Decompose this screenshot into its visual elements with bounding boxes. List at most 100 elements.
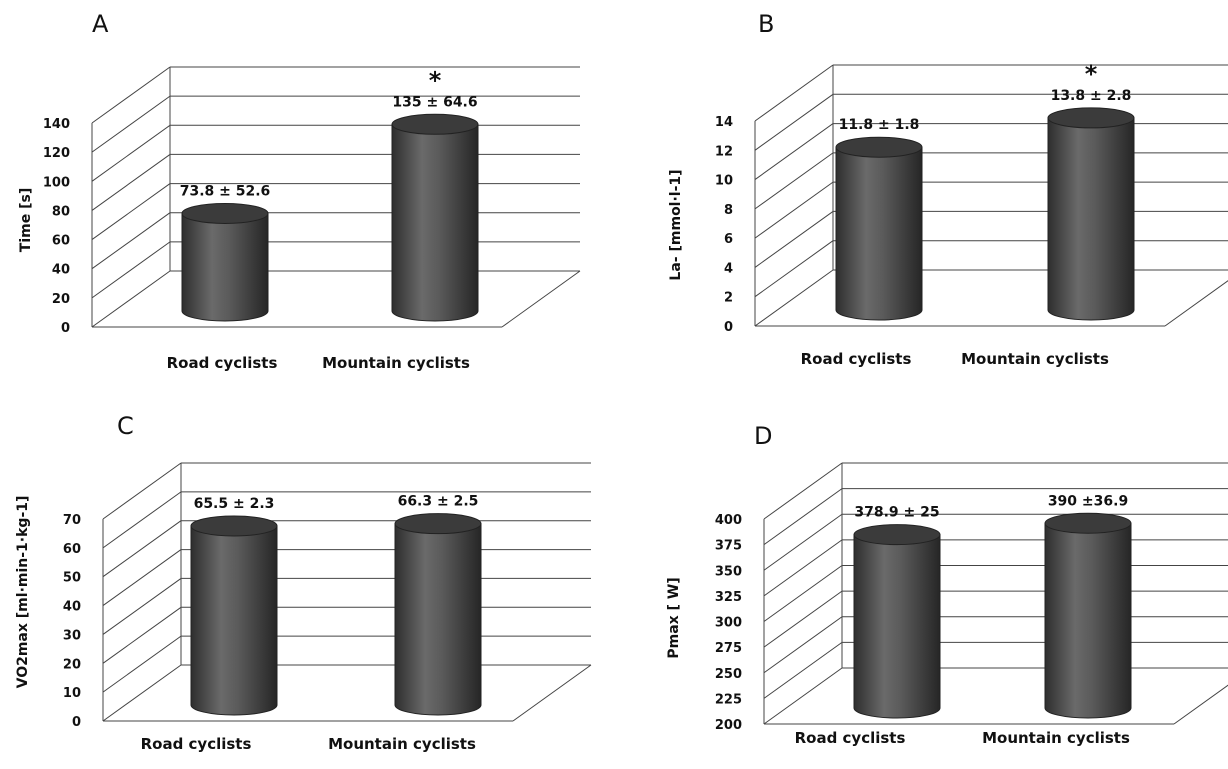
bar (1047, 107, 1135, 321)
bar-body (1047, 117, 1135, 321)
y-tick-label: 140 (43, 117, 70, 132)
wall-gridline (754, 64, 834, 122)
wall-gridline (91, 212, 171, 270)
y-tick-label: 250 (715, 667, 742, 682)
bar-top (190, 515, 278, 537)
y-axis-label: Time [s] (18, 188, 34, 252)
wall-gridline (754, 211, 834, 268)
data-label: 135 ± 64.6 (392, 94, 477, 110)
x-category-label: Road cyclists (795, 729, 906, 747)
y-tick-label: 200 (715, 718, 742, 733)
chart-b: 0 2 4 6 8 10 12 14 11.8 ± 1.8 Road cyclists 13.8 ±… (668, 60, 1228, 368)
y-tick-label: 350 (715, 564, 742, 579)
x-category-label: Road cyclists (801, 350, 912, 368)
y-tick-label: 4 (724, 261, 733, 276)
floor-right-edge (1173, 684, 1228, 725)
wall-gridline (754, 240, 834, 298)
wall-gridline (763, 616, 843, 674)
bar-top (181, 202, 269, 224)
x-category-label: Road cyclists (167, 354, 278, 372)
bar (1044, 512, 1132, 719)
wall-gridline (754, 123, 834, 180)
x-category-label: Road cyclists (141, 735, 252, 753)
wall-gridline (763, 488, 843, 546)
y-tick-label: 225 (715, 692, 742, 707)
data-label: 378.9 ± 25 (854, 505, 939, 521)
bar-top (394, 513, 482, 535)
chart-d: 200 225 250 275 300 325 350 375 400 378.9 ± 25 Roa… (666, 462, 1228, 747)
bar-body (835, 146, 923, 321)
bar-body (394, 523, 482, 716)
wall-gridline (754, 181, 834, 239)
data-label: 390 ±36.9 (1048, 493, 1128, 509)
data-label: 13.8 ± 2.8 (1051, 88, 1132, 104)
wall-gridline (754, 269, 834, 327)
y-tick-label: 300 (715, 616, 742, 631)
wall-gridline (763, 667, 843, 725)
x-category-label: Mountain cyclists (328, 735, 476, 753)
wall-gridline (91, 124, 171, 182)
bar-top (1047, 107, 1135, 129)
bar (190, 515, 278, 716)
chart-c: 0 10 20 30 40 50 60 70 65.5 ± 2.3 Road cyclists 66… (15, 462, 592, 753)
data-label: 73.8 ± 52.6 (180, 183, 271, 199)
data-label: 11.8 ± 1.8 (839, 117, 920, 133)
chart-a: 0 20 40 60 80 100 120 140 73.8 ± 52.6 Road cyclis… (18, 66, 581, 372)
y-tick-label: 60 (63, 542, 81, 557)
y-tick-label: 100 (43, 175, 70, 190)
y-tick-label: 8 (724, 203, 733, 218)
y-tick-label: 6 (724, 232, 733, 247)
bar (835, 136, 923, 321)
y-tick-label: 275 (715, 641, 742, 656)
bar-body (181, 212, 269, 322)
y-tick-label: 20 (52, 292, 70, 307)
y-tick-label: 50 (63, 571, 81, 586)
wall-gridline (763, 565, 843, 622)
wall-gridline (91, 183, 171, 240)
panel-a: A 0 20 40 60 80 100 120 140 73.8 ± 52.6 Road cycl… (0, 0, 614, 382)
y-tick-label: 60 (52, 234, 70, 249)
y-tick-label: 20 (63, 657, 81, 672)
y-tick-label: 375 (715, 539, 742, 554)
wall-gridline (763, 590, 843, 648)
bar (181, 202, 269, 322)
wall-gridline (91, 154, 171, 211)
y-tick-label: 14 (715, 115, 733, 130)
floor-right-edge (512, 664, 592, 722)
y-tick-label: 0 (724, 320, 733, 335)
bar-body (1044, 522, 1132, 719)
y-tick-label: 12 (715, 144, 733, 159)
panel-d: D 200 225 250 275 300 325 350 375 400 378.9 ± 25 R… (614, 382, 1228, 765)
wall-gridline (102, 578, 182, 635)
y-tick-label: 10 (63, 686, 81, 701)
floor-right-edge (501, 270, 581, 328)
bar-top (1044, 512, 1132, 534)
wall-gridline (91, 66, 171, 124)
bar-body (391, 123, 479, 322)
y-tick-label: 30 (63, 628, 81, 643)
y-tick-label: 70 (63, 513, 81, 528)
wall-gridline (102, 520, 182, 578)
panel-c: C 0 10 20 30 40 50 60 70 65.5 ± 2.3 Road cyclists… (0, 382, 614, 765)
y-axis-label: La- [mmol·l-1] (668, 169, 684, 280)
wall-gridline (754, 152, 834, 210)
significance-marker: * (429, 66, 442, 94)
bar-top (391, 113, 479, 135)
bar (853, 524, 941, 719)
y-tick-label: 80 (52, 204, 70, 219)
significance-marker: * (1085, 60, 1098, 88)
wall-gridline (102, 664, 182, 722)
bar-body (853, 534, 941, 719)
wall-gridline (763, 513, 843, 571)
data-label: 65.5 ± 2.3 (194, 496, 275, 512)
wall-gridline (102, 491, 182, 549)
wall-gridline (102, 549, 182, 606)
bar (391, 113, 479, 322)
wall-gridline (763, 462, 843, 520)
bar-top (853, 524, 941, 546)
wall-gridline (91, 95, 171, 153)
x-category-label: Mountain cyclists (961, 350, 1109, 368)
x-category-label: Mountain cyclists (982, 729, 1130, 747)
y-tick-label: 0 (72, 715, 81, 730)
panel-letter-a: A (92, 10, 109, 38)
